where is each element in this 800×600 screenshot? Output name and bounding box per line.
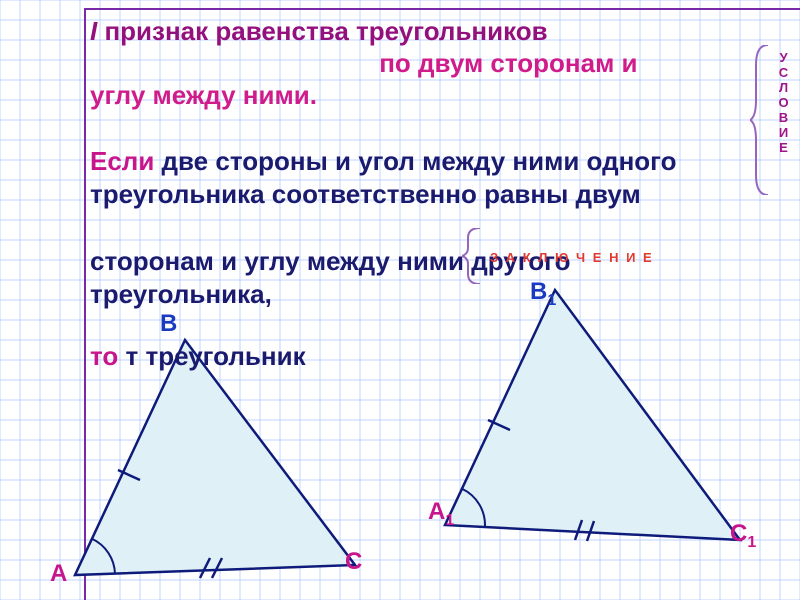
slide-content: I признак равенства треугольников ______… <box>0 0 800 600</box>
theorem-condition: Если две стороны и угол между ними одног… <box>90 145 750 210</box>
title-line-3: углу между ними. <box>90 80 317 111</box>
emph-then: то <box>90 341 118 371</box>
subtitle-part2: углу между ними. <box>90 80 317 110</box>
vertex-b: B <box>160 310 177 338</box>
vertex-a1: A1 <box>428 498 454 530</box>
theorem-conclusion: то т треугольник <box>90 340 750 373</box>
label-conclusion: З А К Л Ю Ч Е Н И Е <box>490 250 654 265</box>
title-line-1: I признак равенства треугольников <box>90 16 548 47</box>
cond-text-1: две стороны и угол между ними одного тре… <box>90 146 677 209</box>
title-text: признак равенства треугольников <box>97 16 547 46</box>
vertex-a: A <box>50 560 67 588</box>
label-condition: УСЛОВИЕ <box>776 50 790 155</box>
concl-text: т треугольник <box>118 341 305 371</box>
vertex-c: C <box>345 548 362 576</box>
vertex-c1: C1 <box>730 520 756 552</box>
emph-if: Если <box>90 146 154 176</box>
title-line-2: ____________________по двум сторонам и <box>90 48 710 79</box>
brace-conclusion <box>462 228 486 284</box>
vertex-b1: B1 <box>530 278 556 310</box>
brace-condition <box>750 45 774 195</box>
subtitle-part1: по двум сторонам и <box>379 48 637 78</box>
